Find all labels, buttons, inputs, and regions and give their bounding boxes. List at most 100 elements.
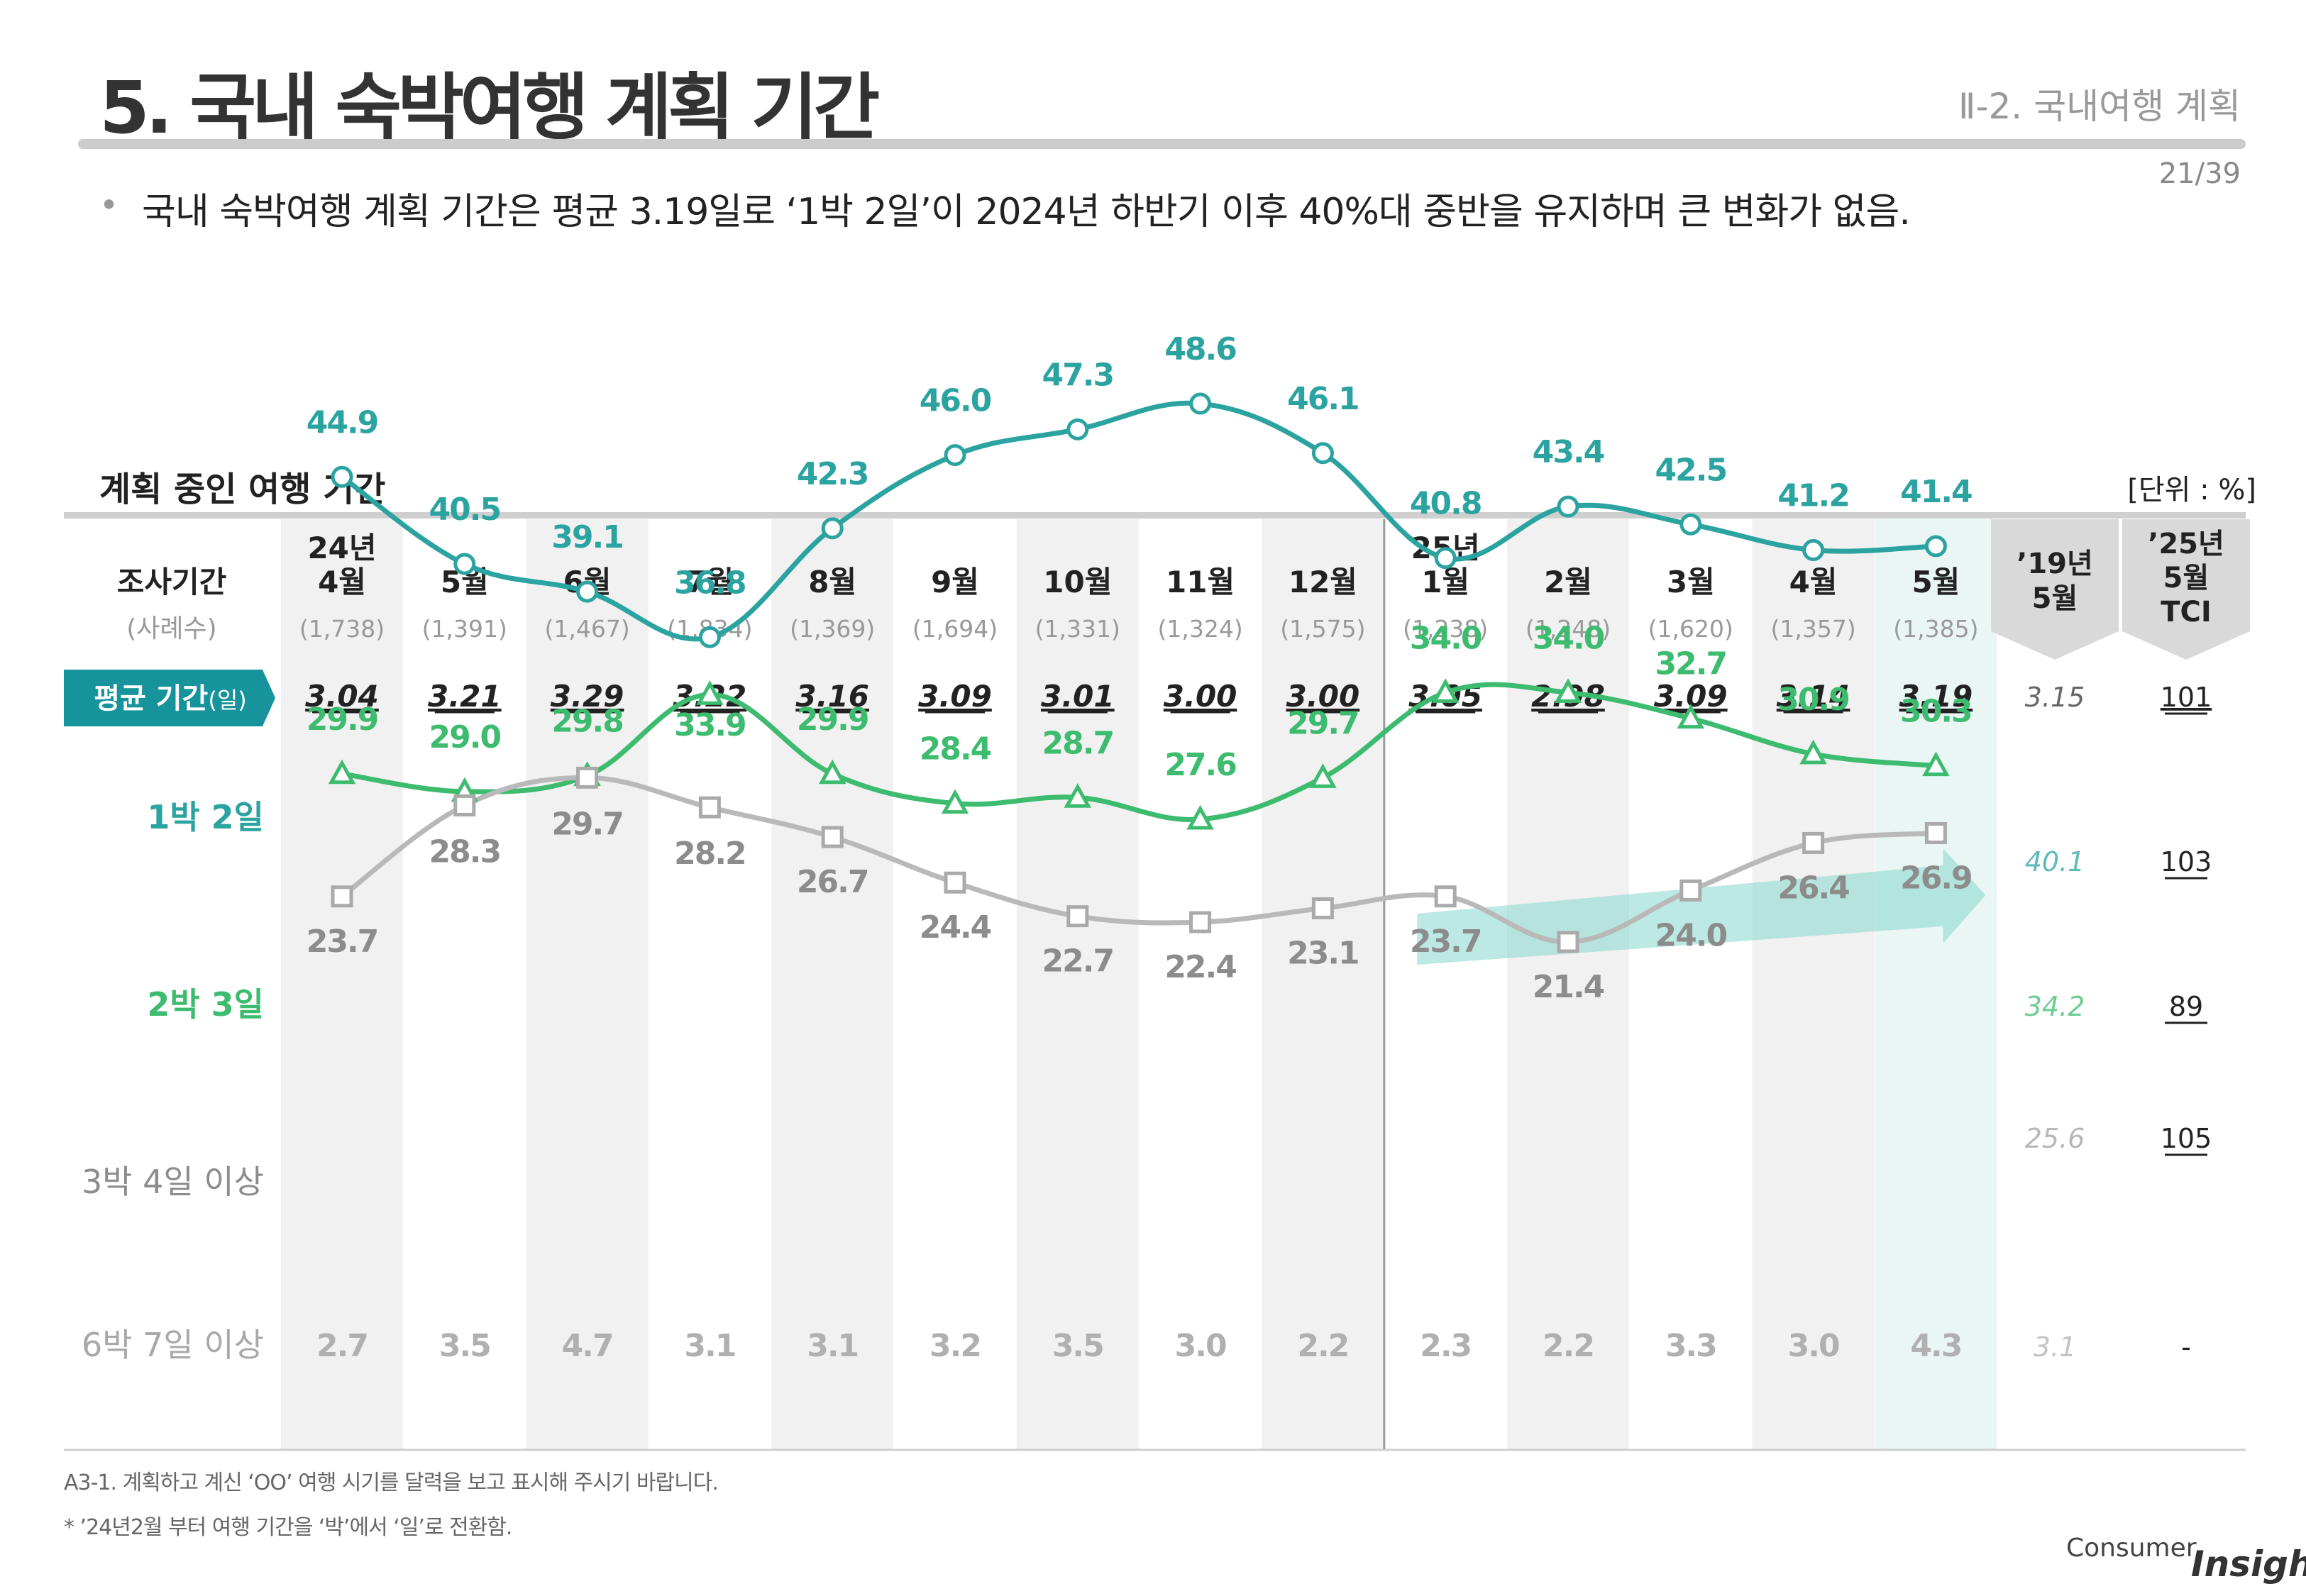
data-label: 46.1 [1287, 381, 1359, 417]
series-line-2 [339, 682, 1938, 822]
avg-value: 3.09 [918, 679, 992, 714]
point-marker [1066, 905, 1089, 928]
data-label: 29.8 [551, 704, 623, 740]
logo-consumer: Consumer [2066, 1534, 2197, 1563]
data-label: 26.7 [797, 864, 868, 900]
data-label: 32.7 [1655, 646, 1727, 682]
month-label: 1월 [1421, 565, 1469, 599]
point-marker [576, 766, 599, 789]
point-marker [328, 759, 356, 785]
y19-value: 34.2 [2025, 991, 2085, 1022]
point-marker [1557, 495, 1579, 518]
column-stripe [771, 519, 894, 1449]
data-label: 24.4 [920, 909, 991, 946]
data-label: 27.6 [1164, 747, 1236, 783]
avg-unit: (일) [208, 687, 246, 714]
column-stripe [1016, 519, 1139, 1449]
sample-size: (1,620) [1648, 615, 1733, 643]
unit-label: [단위 : %] [2127, 474, 2256, 506]
y19-value: 3.1 [2034, 1331, 2076, 1363]
column-stripe [1875, 519, 1997, 1449]
sample-size: (1,238) [1403, 615, 1488, 643]
column-stripe [281, 519, 403, 1449]
cases-label: (사례수) [126, 614, 216, 643]
sample-size: (1,331) [1035, 615, 1120, 643]
avg-banner [64, 670, 275, 726]
data-label: 28.7 [1042, 725, 1114, 761]
month-label: 9월 [931, 565, 979, 599]
point-marker [941, 789, 969, 814]
month-label: 4월 [318, 565, 366, 599]
point-marker [1679, 513, 1702, 536]
point-marker [453, 794, 476, 816]
data-label: 23.7 [307, 924, 378, 960]
data-label: 30.9 [1777, 682, 1849, 718]
point-marker [1799, 739, 1827, 765]
point-marker [1802, 539, 1825, 562]
column-stripe [1507, 519, 1629, 1449]
y19-header-bg [1991, 519, 2119, 660]
data-label: 44.9 [307, 404, 378, 440]
data-label: 47.3 [1042, 357, 1114, 393]
data-label: 28.2 [674, 836, 746, 872]
data-label: 21.4 [1533, 969, 1604, 1005]
column-backgrounds [281, 519, 2250, 1449]
row-labels: 조사기간 (사례수) 평균 기간(일) 1박 2일 2박 3일 3박 4일 이상 6박 7일… [64, 565, 275, 1364]
data-label: 40.5 [429, 492, 501, 528]
month-label: 10월 [1043, 565, 1112, 599]
point-marker [1924, 535, 1947, 558]
data-label: 29.7 [551, 806, 623, 842]
page-number: 21/39 [2158, 157, 2241, 190]
point-marker [331, 465, 353, 488]
data-label: 2.2 [1297, 1328, 1348, 1364]
title-divider [78, 139, 2246, 149]
data-label: 41.4 [1900, 474, 1972, 510]
point-marker [696, 680, 724, 705]
sample-size: (1,369) [790, 615, 875, 643]
data-label: 48.6 [1164, 331, 1236, 367]
point-marker [1802, 831, 1825, 854]
point-marker [576, 580, 599, 603]
data-label: 3.2 [929, 1328, 981, 1364]
point-marker [1431, 678, 1460, 703]
data-labels: 44.9 40.5 39.1 36.8 42.3 46.0 47.3 48.6 46.1 40.8… [307, 331, 1973, 1364]
footnote-note: * ’24년2월 부터 여행 기간을 ‘박’에서 ‘일’로 전환함. [64, 1515, 512, 1540]
column-stripe [1262, 519, 1384, 1449]
logo-insight: Insight [2191, 1544, 2306, 1585]
point-marker [821, 826, 844, 848]
tci-header-month: 5월 [2163, 562, 2210, 594]
sample-size: (1,248) [1526, 615, 1611, 643]
month-label: 12월 [1289, 565, 1357, 599]
data-label: 34.0 [1410, 620, 1482, 656]
bullet-dot-icon: • [99, 186, 119, 224]
sample-size: (1,324) [1157, 615, 1242, 643]
y19-header-year: ’19년 [2017, 548, 2093, 580]
data-label: 34.0 [1533, 620, 1604, 656]
series-label-3: 3박 4일 이상 [82, 1163, 264, 1201]
tci-value: 103 [2161, 846, 2212, 877]
data-label: 43.4 [1533, 434, 1604, 470]
data-label: 3.5 [439, 1328, 490, 1364]
y19-value: 25.6 [2025, 1123, 2085, 1154]
sample-size: (1,467) [544, 615, 629, 643]
point-marker [1189, 911, 1212, 933]
data-label: 3.1 [684, 1328, 735, 1364]
data-label: 2.7 [316, 1328, 368, 1364]
month-label: 5월 [1911, 565, 1960, 599]
point-marker [1924, 821, 1947, 844]
y19-header-month: 5월 [2032, 582, 2078, 615]
summary-bullet: 국내 숙박여행 계획 기간은 평균 3.19일로 ‘1박 2일’이 2024년 … [142, 191, 1911, 233]
avg-value: 3.04 [305, 679, 379, 714]
point-marker [1311, 442, 1334, 465]
data-label: 22.4 [1164, 949, 1236, 985]
sample-size: (1,575) [1280, 615, 1365, 643]
point-marker [1311, 897, 1334, 920]
data-label: 23.1 [1287, 936, 1359, 972]
data-label: 26.9 [1900, 860, 1972, 896]
point-marker [1679, 879, 1702, 902]
data-label: 3.5 [1052, 1328, 1103, 1364]
avg-value: 3.19 [1899, 679, 1973, 714]
month-label: 8월 [808, 565, 856, 599]
